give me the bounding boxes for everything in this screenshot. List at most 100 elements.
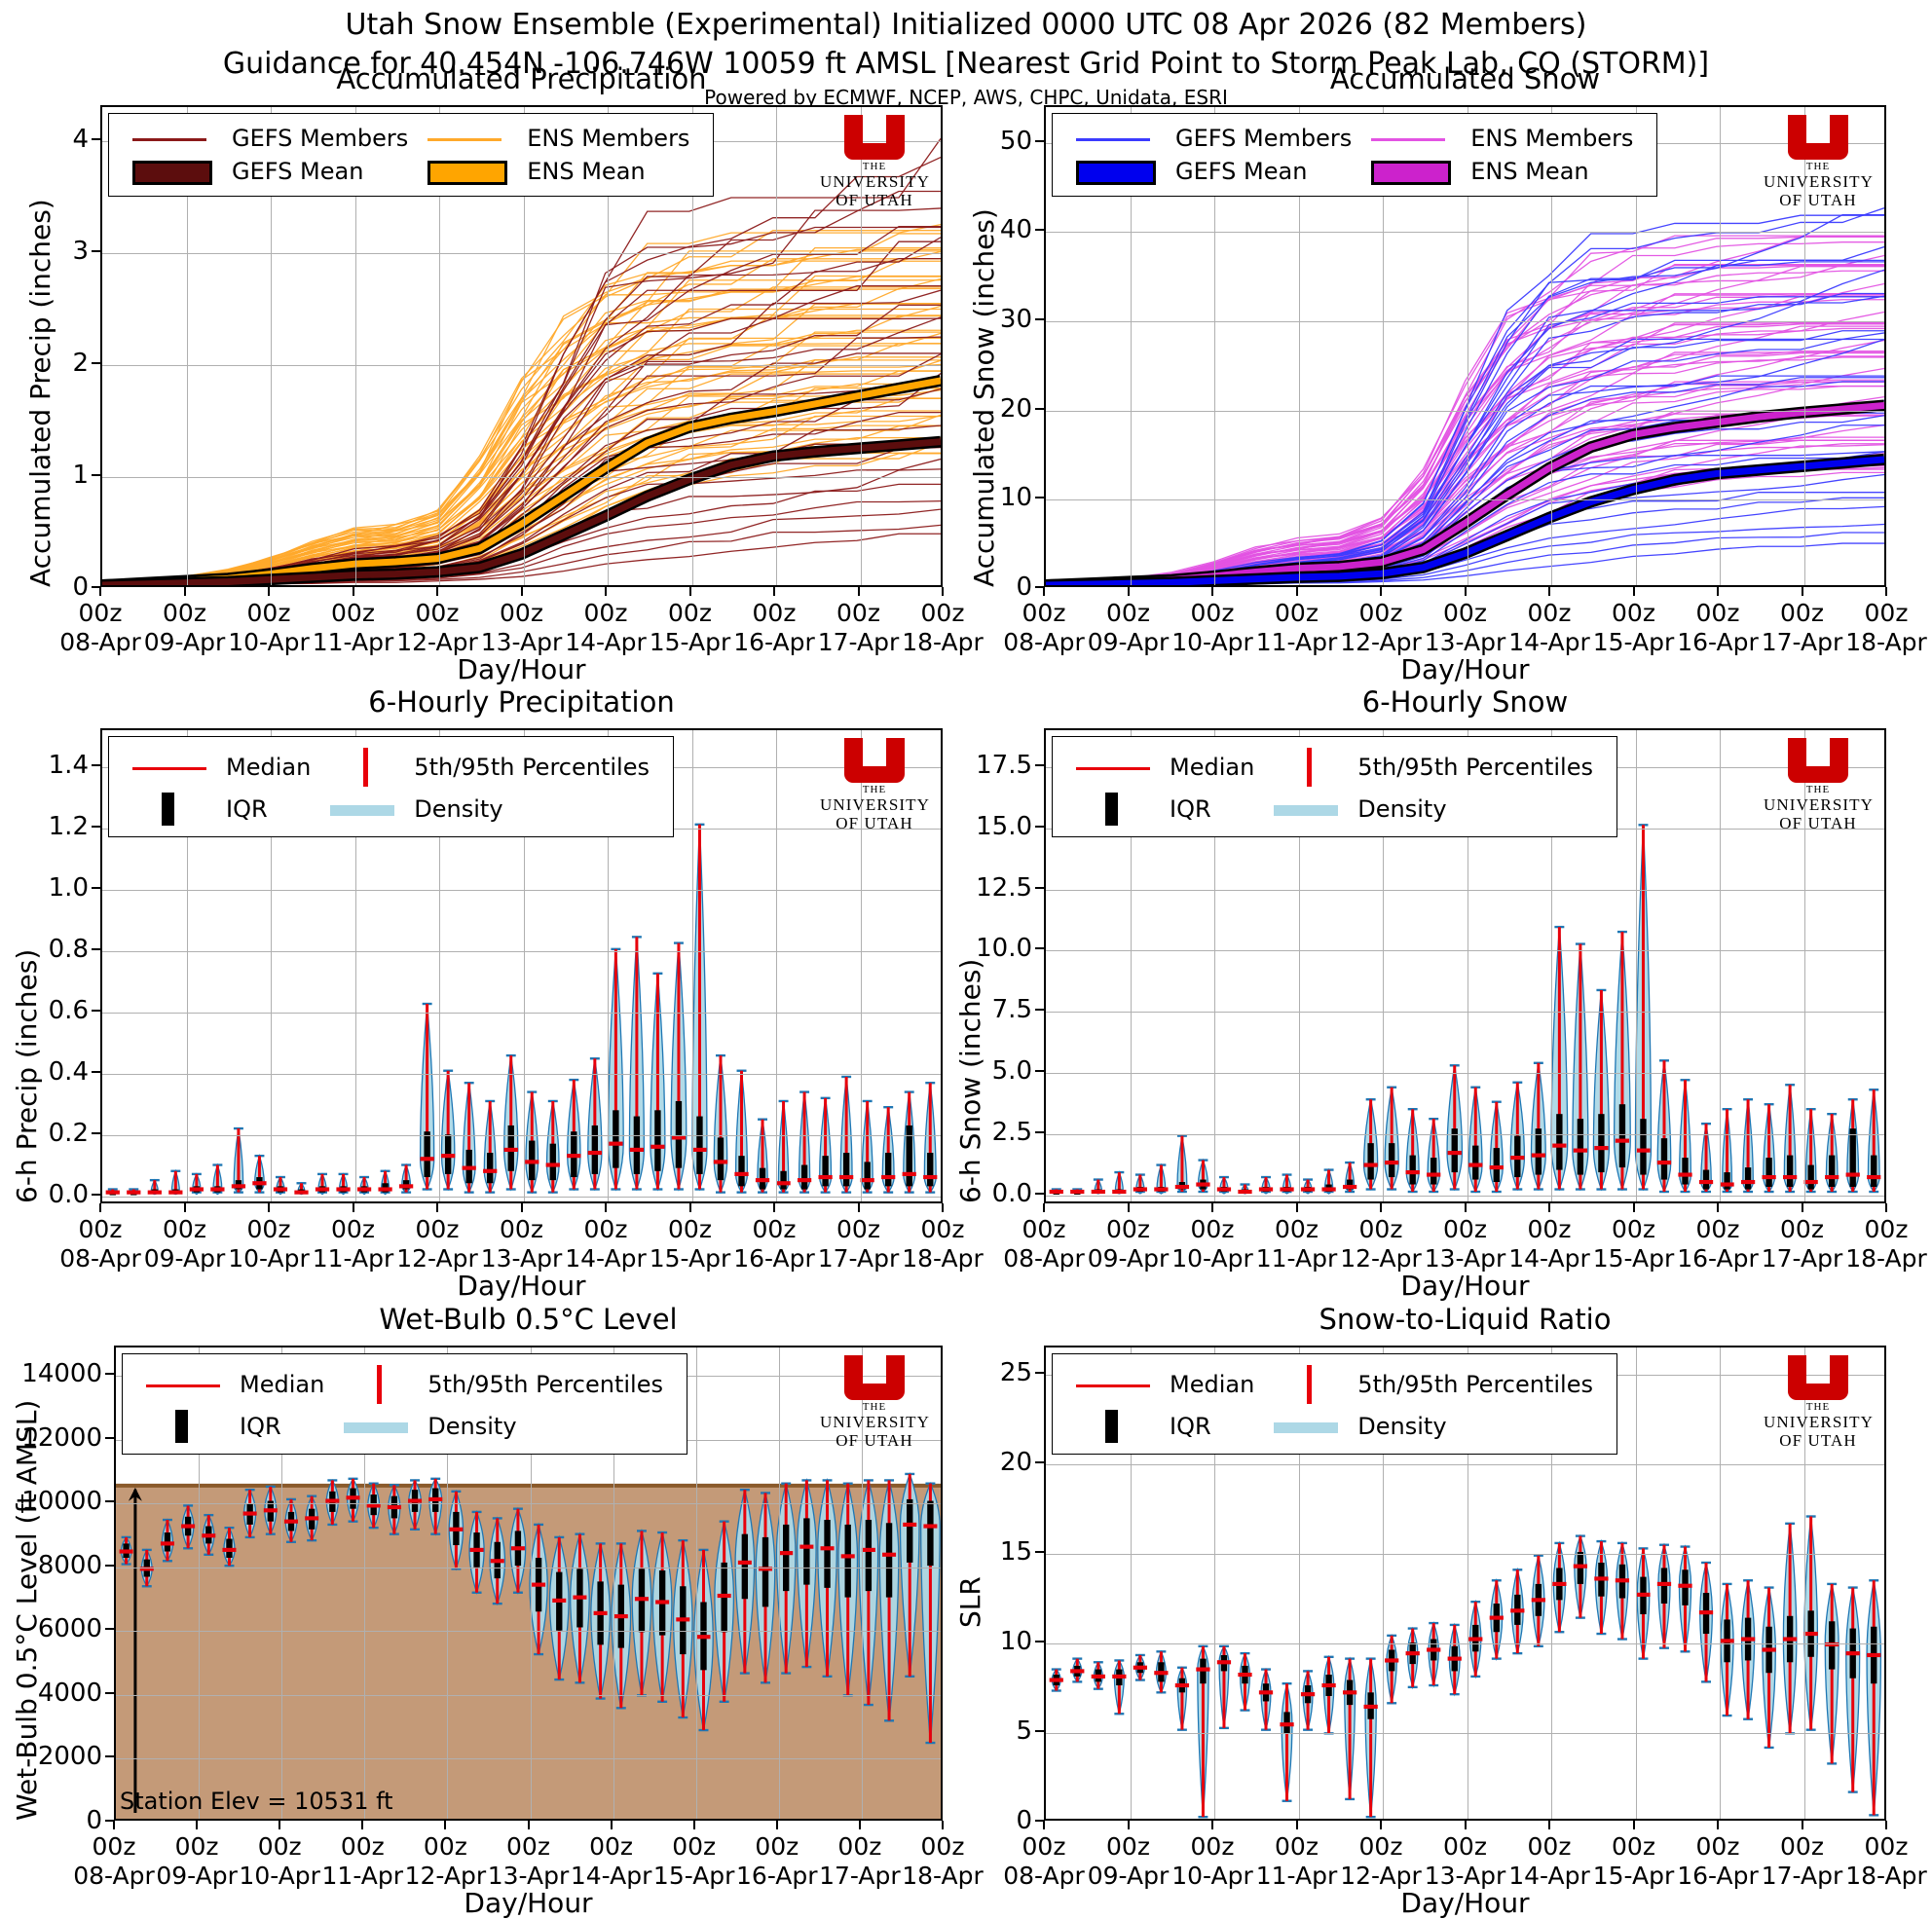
x-tick-time: 00z <box>920 1832 965 1861</box>
x-tick-mark <box>858 1821 861 1829</box>
y-tick-label: 10 <box>999 483 1032 513</box>
logo-university: UNIVERSITY <box>1764 795 1874 814</box>
grid-line-vertical <box>1214 1347 1215 1819</box>
x-tick-day: 17-Apr <box>1761 1244 1843 1273</box>
x-tick-day: 17-Apr <box>1761 628 1843 656</box>
violin-group <box>1238 1183 1252 1195</box>
legend-swatch-5th-95th-percentiles <box>320 745 404 790</box>
y-tick-mark <box>1035 1460 1044 1463</box>
violin-group <box>1740 1098 1756 1194</box>
iqr-box <box>717 1137 724 1181</box>
x-tick-day: 08-Apr <box>1003 628 1085 656</box>
violin-group <box>1782 1522 1798 1735</box>
grid-line-horizontal <box>102 476 941 478</box>
violin-group <box>1112 1659 1127 1716</box>
x-tick-time: 00z <box>1695 1215 1740 1243</box>
violin-group <box>670 941 687 1192</box>
y-tick-mark <box>1035 1192 1044 1195</box>
violin-group <box>366 1482 381 1530</box>
legend-label: IQR <box>1170 795 1211 823</box>
legend-label: IQR <box>1170 1413 1211 1440</box>
y-tick-label: 4000 <box>37 1678 102 1708</box>
grid-line-horizontal <box>102 252 941 254</box>
x-tick-day: 11-Apr <box>1255 1244 1338 1273</box>
violin-group <box>545 1099 560 1195</box>
x-tick-label: 00z 08-Apr <box>1003 1832 1085 1891</box>
x-tick-day: 10-Apr <box>1171 1244 1253 1273</box>
y-tick-label: 2 <box>72 348 89 378</box>
x-tick-day: 09-Apr <box>1087 1244 1170 1273</box>
y-tick-mark <box>92 361 100 364</box>
x-tick-time: 00z <box>1443 1215 1487 1243</box>
y-tick-mark <box>1035 318 1044 320</box>
ens-member-line <box>102 277 941 585</box>
violin-group <box>189 1172 204 1196</box>
violin-group <box>1803 1515 1819 1731</box>
iqr-box <box>885 1523 893 1598</box>
x-tick-time: 00z <box>506 1832 550 1861</box>
grid-line-vertical <box>1803 1347 1805 1819</box>
gefs-member-line <box>102 285 941 585</box>
x-tick-day: 17-Apr <box>819 1862 901 1890</box>
violin-group <box>378 1169 392 1196</box>
violin-group <box>325 1479 340 1527</box>
x-tick-mark <box>857 1203 860 1212</box>
x-tick-mark <box>1885 1821 1887 1829</box>
x-tick-label: 00z 13-Apr <box>1425 1215 1506 1273</box>
legend-swatch-ens-mean <box>1361 155 1461 188</box>
x-tick-mark <box>610 1821 613 1829</box>
x-tick-day: 08-Apr <box>1003 1244 1085 1273</box>
violin-group <box>119 1535 133 1566</box>
x-tick-label: 00z 17-Apr <box>1762 599 1843 657</box>
grid-line-horizontal <box>1046 1463 1884 1465</box>
violin-group <box>1300 1669 1316 1731</box>
x-tick-mark <box>1043 1821 1045 1829</box>
legend-label: GEFS Members <box>232 125 409 152</box>
x-axis-label: Day/Hour <box>464 1887 593 1919</box>
x-tick-label: 00z 16-Apr <box>1677 1832 1759 1891</box>
x-tick-mark <box>279 1821 281 1829</box>
grid-line-vertical <box>1130 107 1132 585</box>
violin-group <box>1678 1544 1692 1653</box>
legend-label: Median <box>1170 754 1255 781</box>
x-tick-label: 00z 17-Apr <box>819 1832 901 1891</box>
violin-group <box>860 1099 874 1194</box>
violin-group <box>1552 1540 1567 1634</box>
x-tick-label: 00z 18-Apr <box>1845 1215 1927 1273</box>
violin-group <box>1049 1188 1063 1195</box>
violin-group <box>252 1154 267 1194</box>
x-tick-mark <box>1632 1203 1635 1212</box>
violin-group <box>734 1488 756 1675</box>
legend-swatch-ens-mean <box>418 155 517 188</box>
x-tick-mark <box>183 1203 186 1212</box>
x-tick-day: 11-Apr <box>312 1244 394 1273</box>
y-tick-mark <box>92 1131 100 1134</box>
x-tick-time: 00z <box>1864 599 1909 627</box>
logo-of-utah: OF UTAH <box>836 1431 913 1450</box>
university-of-utah-logo: THE UNIVERSITY OF UTAH <box>1764 1355 1873 1450</box>
legend-violin-wetbulb: Median 5th/95th Percentiles IQR Density <box>122 1353 687 1455</box>
violin-group <box>509 1506 527 1595</box>
x-tick-day: 11-Apr <box>321 1862 404 1890</box>
x-tick-mark <box>1717 1203 1719 1212</box>
x-tick-label: 00z 12-Apr <box>1340 1215 1422 1273</box>
grid-line-vertical <box>1130 730 1132 1201</box>
x-tick-day: 15-Apr <box>1592 1244 1675 1273</box>
violin-group <box>483 1099 498 1195</box>
x-tick-time: 00z <box>1358 1215 1403 1243</box>
x-tick-label: 00z 14-Apr <box>1508 1832 1590 1891</box>
x-tick-label: 00z 13-Apr <box>1425 1832 1506 1891</box>
x-tick-day: 18-Apr <box>902 1862 984 1890</box>
legend-label: 5th/95th Percentiles <box>1357 1371 1593 1398</box>
x-axis-label: Day/Hour <box>1400 1270 1530 1302</box>
x-tick-time: 00z <box>920 599 965 627</box>
x-tick-time: 00z <box>1275 599 1319 627</box>
x-tick-label: 00z 18-Apr <box>902 1832 984 1891</box>
iqr-box <box>1640 1119 1647 1175</box>
x-tick-label: 00z 08-Apr <box>73 1832 155 1891</box>
logo-university: UNIVERSITY <box>1764 172 1874 191</box>
x-tick-label: 00z 17-Apr <box>818 599 900 657</box>
violin-group <box>294 1182 309 1196</box>
x-tick-mark <box>436 1203 438 1212</box>
grid-line-vertical <box>1635 107 1637 585</box>
